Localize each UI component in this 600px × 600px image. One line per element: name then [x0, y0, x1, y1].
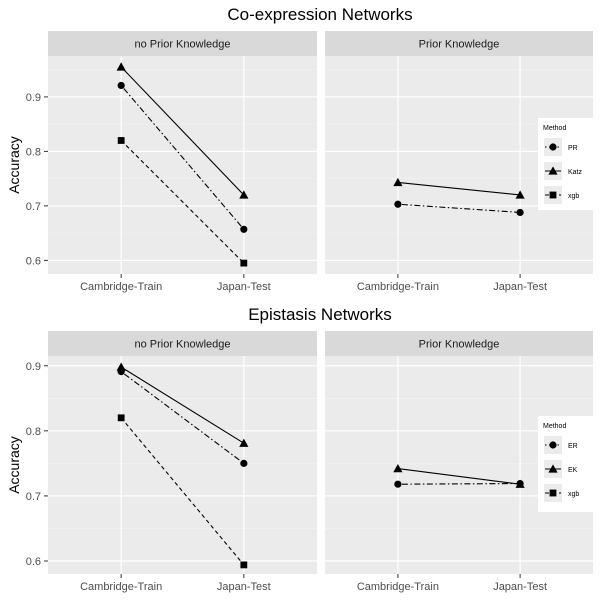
data-point-ek — [393, 463, 403, 473]
y-tick-label: 0.6 — [26, 556, 41, 568]
chart-title: Co-expression Networks — [227, 5, 412, 24]
data-point-ek — [239, 438, 249, 447]
legend: Method ER EK xgb — [538, 416, 593, 512]
legend-key-marker — [549, 441, 557, 449]
data-point-ek — [515, 479, 525, 488]
facet-strip — [48, 31, 317, 56]
y-tick-label: 0.8 — [26, 426, 41, 438]
x-tick-label: Cambridge-Train — [80, 581, 162, 593]
legend-label: xgb — [568, 491, 579, 498]
data-point-pr — [117, 81, 125, 90]
y-tick-label: 0.6 — [26, 255, 41, 267]
x-tick-label: Japan-Test — [493, 281, 547, 293]
legend-key-marker — [548, 166, 558, 175]
legend-key-marker — [549, 191, 557, 199]
x-tick-label: Cambridge-Train — [80, 281, 162, 293]
facet-strip-label: no Prior Knowledge — [134, 339, 230, 351]
series-line-katz — [397, 181, 521, 196]
facet-strip — [48, 331, 317, 356]
series-line-xgb — [120, 140, 245, 264]
data-point-katz — [239, 190, 249, 199]
y-axis-label: Accuracy — [6, 136, 22, 194]
series-line-er — [397, 482, 521, 485]
data-point-katz — [393, 177, 403, 187]
data-point-er — [394, 480, 402, 488]
facet-strip-label: no Prior Knowledge — [134, 39, 230, 51]
data-point-xgb — [240, 561, 248, 569]
legend-key-marker — [549, 143, 557, 151]
data-point-xgb — [240, 259, 248, 267]
x-tick-label: Cambridge-Train — [357, 281, 439, 293]
plot-background — [48, 356, 317, 574]
y-tick-label: 0.9 — [26, 361, 41, 373]
facet-panel: no Prior Knowledge Cambridge-Train Japan-T… — [48, 31, 317, 293]
legend-key-marker — [549, 489, 557, 497]
data-point-xgb — [117, 414, 125, 422]
series-line-ek — [120, 366, 245, 444]
facet-strip — [325, 31, 593, 56]
data-point-pr — [240, 225, 248, 233]
data-point-ek — [116, 362, 126, 371]
data-point-katz — [515, 190, 525, 199]
legend-label: PR — [568, 145, 578, 152]
x-tick-label: Cambridge-Train — [357, 581, 439, 593]
legend-label: ER — [568, 443, 578, 450]
facet-panel: no Prior Knowledge Cambridge-Train Japan-T… — [48, 331, 317, 593]
y-tick-label: 0.7 — [26, 201, 41, 213]
legend-label: xgb — [568, 193, 579, 200]
legend-label: EK — [568, 467, 578, 474]
data-point-katz — [116, 62, 126, 71]
series-line-katz — [120, 66, 245, 196]
plot-background — [48, 56, 317, 274]
series-line-ek — [397, 468, 521, 485]
facet-strip — [325, 331, 593, 356]
chart-2: Epistasis Networks Accuracy 0.6 0.7 0.8 0.9 no… — [6, 305, 593, 593]
facet-strip-label: Prior Knowledge — [419, 339, 500, 351]
series-line-er — [120, 371, 245, 464]
data-point-er — [240, 459, 248, 467]
chart-title: Epistasis Networks — [248, 305, 392, 324]
series-line-xgb — [120, 417, 245, 566]
data-point-pr — [516, 208, 524, 217]
y-axis-label: Accuracy — [6, 436, 22, 494]
x-tick-label: Japan-Test — [493, 581, 547, 593]
data-point-xgb — [117, 137, 125, 144]
y-tick-label: 0.8 — [26, 146, 41, 158]
x-tick-label: Japan-Test — [217, 281, 271, 293]
legend-title: Method — [543, 423, 566, 430]
facet-strip-label: Prior Knowledge — [419, 39, 500, 51]
series-line-pr — [120, 85, 245, 230]
data-point-pr — [394, 200, 402, 208]
legend-key-marker — [548, 464, 558, 473]
y-tick-label: 0.9 — [26, 92, 41, 104]
chart-1: Co-expression Networks Accuracy 0.6 0.7 0.8 0… — [6, 5, 593, 293]
y-tick-label: 0.7 — [26, 491, 41, 503]
x-tick-label: Japan-Test — [217, 581, 271, 593]
legend-label: Katz — [568, 169, 583, 176]
legend-title: Method — [543, 125, 566, 132]
legend: Method PR Katz xgb — [538, 118, 593, 210]
series-line-pr — [397, 203, 521, 213]
